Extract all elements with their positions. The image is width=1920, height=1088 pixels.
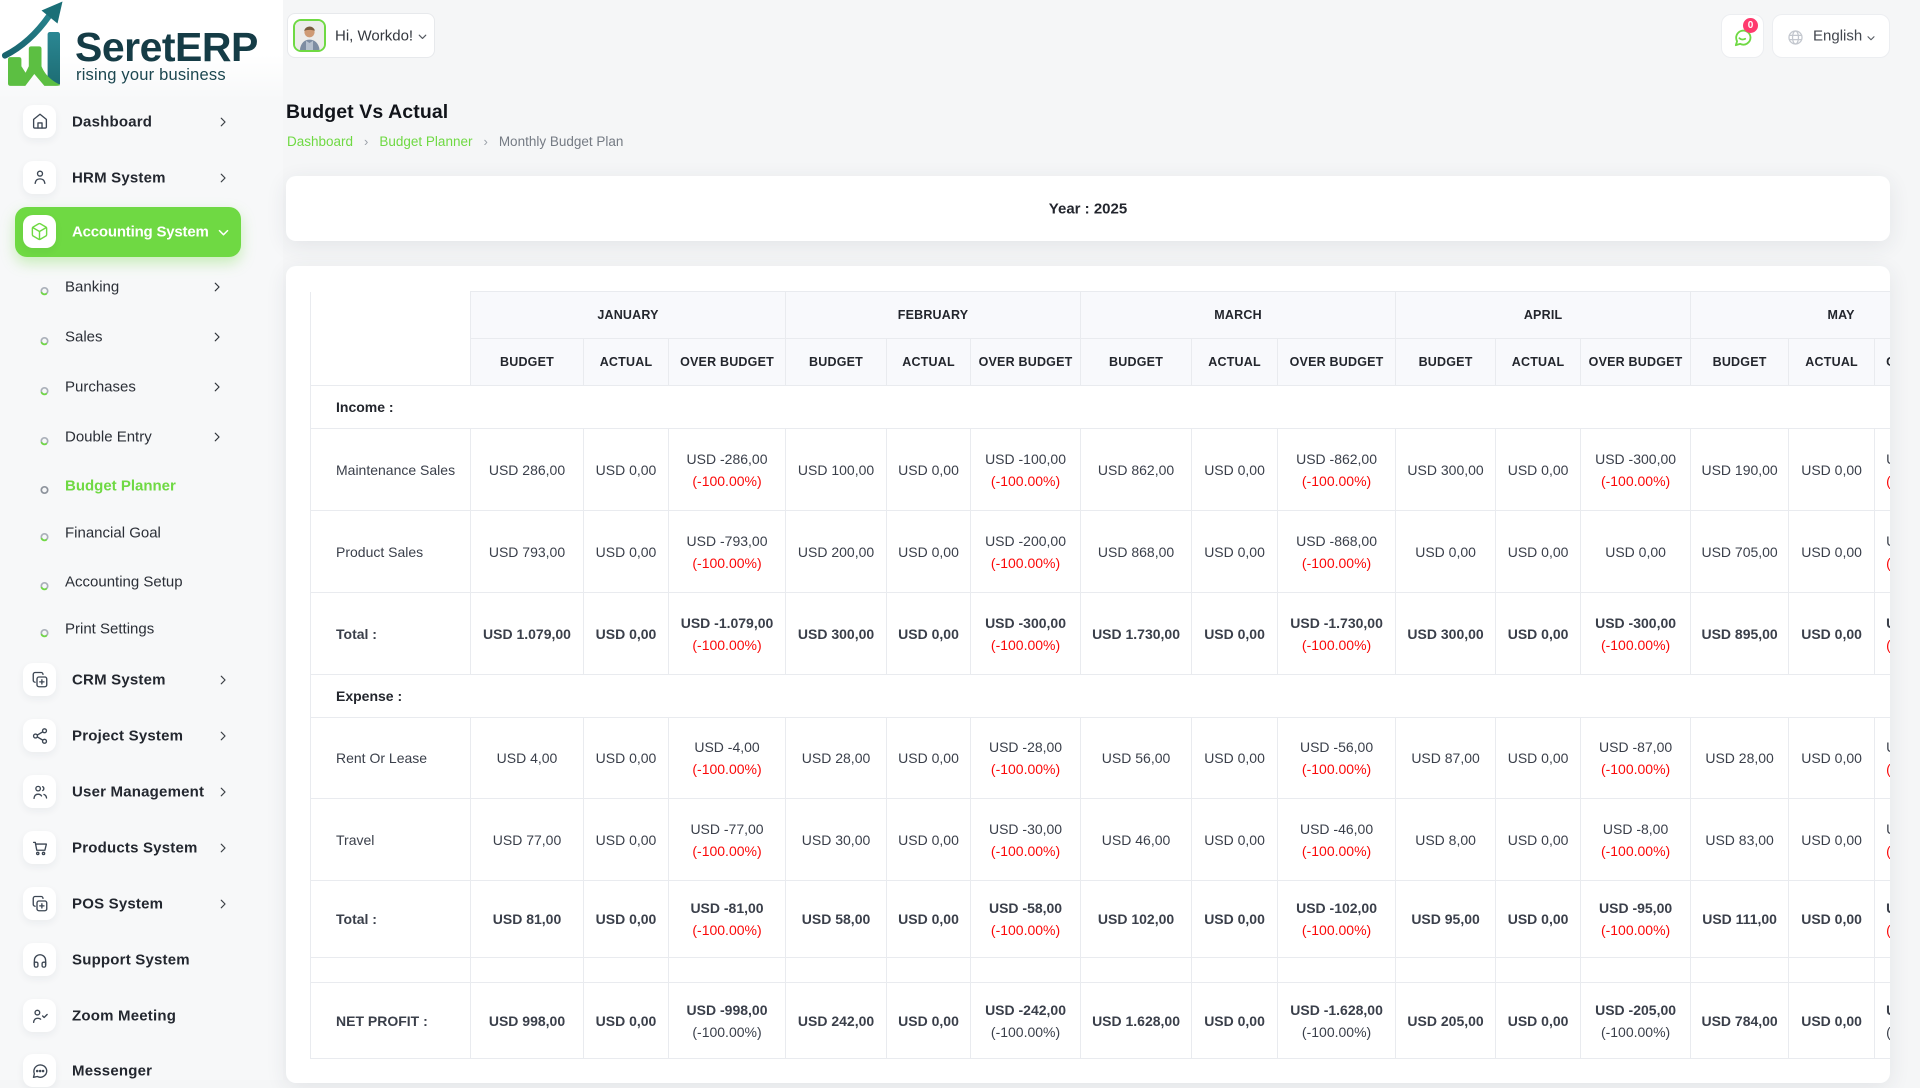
- svg-text:rising your business: rising your business: [76, 66, 226, 84]
- svg-text:SeretERP: SeretERP: [75, 24, 258, 70]
